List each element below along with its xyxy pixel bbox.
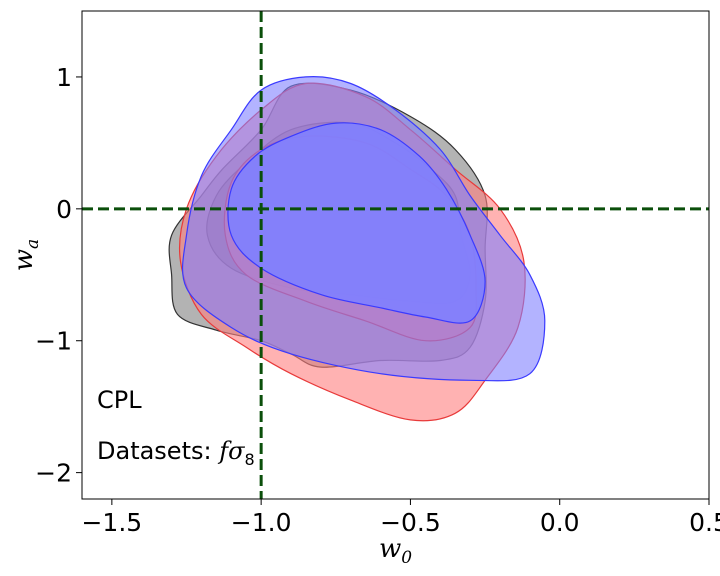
y-axis-ticks: −2 −1 0 1 [35,63,82,488]
y-tick-label: 0 [56,195,72,224]
reference-lines [82,11,709,499]
contour-inner-2 [227,122,486,324]
x-tick-label: 0.5 [689,508,720,537]
y-axis-label: wa [9,239,43,271]
y-tick-label: −2 [35,459,72,488]
x-tick-label: −1.0 [231,508,292,537]
y-tick-label: −1 [35,327,72,356]
x-tick-label: −1.5 [81,508,142,537]
axes-frame [81,10,710,500]
y-tick-label: 1 [56,63,72,92]
x-axis-label: w0 [379,534,412,568]
x-tick-label: −0.5 [380,508,441,537]
confidence-contours [168,76,546,422]
x-tick-label: 0.0 [540,508,580,537]
datasets-annotation: Datasets: fσ8 [97,437,255,469]
model-annotation: CPL [97,386,142,414]
x-axis-ticks: −1.5 −1.0 −0.5 0.0 0.5 [81,499,720,537]
